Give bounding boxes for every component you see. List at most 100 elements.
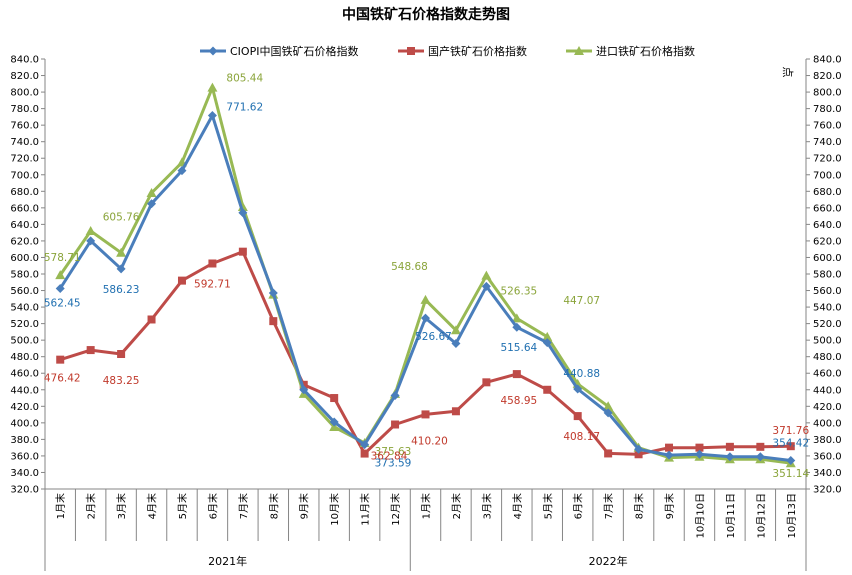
data-point-triangle: [85, 226, 96, 235]
data-label: 586.23: [103, 284, 140, 296]
y-tick-label-right: 420.0: [813, 402, 842, 413]
y-tick-label-right: 400.0: [813, 418, 842, 429]
y-tick-label-left: 440.0: [10, 385, 39, 396]
data-point-diamond: [451, 338, 461, 348]
y-tick-label-left: 660.0: [10, 203, 39, 214]
y-tick-label-right: 740.0: [813, 137, 842, 148]
x-tick-label: 2月末: [450, 493, 463, 519]
y-tick-label-right: 820.0: [813, 71, 842, 82]
data-label: 771.62: [226, 102, 263, 114]
y-tick-label-right: 580.0: [813, 270, 842, 281]
data-label: 562.45: [44, 298, 81, 310]
y-tick-label-right: 320.0: [813, 485, 842, 496]
y-tick-label-left: 500.0: [10, 336, 39, 347]
y-tick-label-left: 580.0: [10, 270, 39, 281]
x-tick-label: 3月末: [480, 493, 493, 519]
data-point-square: [407, 47, 415, 55]
data-point-triangle: [542, 331, 553, 341]
axes: 点 320.0 320.0 340.0 340.0 360.0 360.0 380.0 380…: [10, 55, 842, 571]
data-label: 351.14: [772, 468, 809, 480]
x-tick-label: 7月末: [602, 493, 615, 519]
data-label: 458.95: [500, 395, 537, 407]
data-point-diamond: [603, 408, 613, 418]
y-tick-label-left: 340.0: [10, 468, 39, 479]
data-label: 408.17: [563, 431, 600, 443]
data-label: 373.59: [375, 458, 412, 470]
y-tick-label-left: 540.0: [10, 303, 39, 314]
data-label: 483.25: [103, 375, 140, 387]
data-point-square: [573, 412, 582, 421]
y-tick-label-left: 620.0: [10, 236, 39, 247]
x-tick-label: 4月末: [511, 493, 524, 519]
data-point-diamond: [177, 166, 187, 176]
x-tick-label: 6月末: [206, 493, 219, 519]
data-label: 578.71: [44, 252, 81, 264]
data-point-triangle: [450, 325, 461, 335]
x-tick-label: 7月末: [237, 493, 250, 519]
y-tick-label-right: 660.0: [813, 203, 842, 214]
y-tick-label-left: 600.0: [10, 253, 39, 264]
y-tick-label-left: 800.0: [10, 88, 39, 99]
data-point-triangle: [55, 270, 66, 280]
y-tick-label-left: 760.0: [10, 121, 39, 132]
y-tick-label-right: 760.0: [813, 121, 842, 132]
data-point-diamond: [208, 46, 218, 56]
data-point-triangle: [511, 313, 522, 323]
data-label: 605.76: [103, 212, 140, 224]
data-point-diamond: [360, 440, 370, 450]
series-imported: [55, 82, 796, 468]
x-tick-label: 10月13日: [786, 493, 798, 538]
y-tick-label-right: 840.0: [813, 55, 842, 66]
data-label: 375.63: [375, 446, 412, 458]
data-point-square: [665, 443, 674, 452]
data-point-diamond: [512, 322, 522, 332]
legend-item: CIOPI中国铁矿石价格指数: [200, 44, 358, 58]
legend-label: CIOPI中国铁矿石价格指数: [230, 44, 358, 58]
data-point-diamond: [725, 452, 735, 462]
data-label: 440.88: [563, 368, 600, 380]
x-tick-label: 9月末: [663, 493, 676, 519]
x-tick-label: 6月末: [572, 493, 585, 519]
chart-title: 中国铁矿石价格指数走势图: [342, 6, 510, 23]
data-point-diamond: [634, 444, 644, 454]
y-tick-label-left: 780.0: [10, 104, 39, 115]
y-tick-label-left: 480.0: [10, 352, 39, 363]
data-point-diamond: [329, 417, 339, 427]
data-point-square: [330, 394, 339, 403]
y-tick-label-left: 380.0: [10, 435, 39, 446]
y-tick-label-left: 560.0: [10, 286, 39, 297]
right-axis-unit: 点: [781, 67, 794, 78]
data-point-square: [391, 420, 400, 429]
y-tick-label-left: 740.0: [10, 137, 39, 148]
legend: CIOPI中国铁矿石价格指数 国产铁矿石价格指数 进口铁矿石价格指数: [200, 44, 695, 58]
y-tick-label-right: 700.0: [813, 170, 842, 181]
x-tick-label: 11月末: [359, 493, 372, 526]
series-line: [58, 86, 791, 465]
y-tick-label-right: 620.0: [813, 236, 842, 247]
y-tick-label-right: 360.0: [813, 451, 842, 462]
legend-item: 国产铁矿石价格指数: [398, 44, 527, 58]
y-tick-label-right: 780.0: [813, 104, 842, 115]
data-point-diamond: [207, 111, 217, 121]
y-tick-label-right: 440.0: [813, 385, 842, 396]
data-point-square: [269, 317, 278, 326]
data-point-square: [695, 443, 704, 452]
data-point-diamond: [664, 450, 674, 460]
year-label: 2022年: [589, 554, 628, 568]
data-label: 354.42: [772, 438, 809, 450]
y-tick-label-left: 420.0: [10, 402, 39, 413]
data-point-triangle: [603, 401, 614, 411]
x-tick-label: 10月10日: [694, 493, 706, 538]
data-point-triangle: [420, 294, 431, 304]
y-tick-label-right: 640.0: [813, 220, 842, 231]
y-tick-label-left: 680.0: [10, 187, 39, 198]
x-tick-label: 12月末: [389, 493, 402, 526]
data-label: 526.67: [415, 331, 452, 343]
y-tick-label-left: 360.0: [10, 451, 39, 462]
data-point-square: [117, 350, 126, 359]
data-point-triangle: [116, 247, 127, 257]
y-tick-label-left: 640.0: [10, 220, 39, 231]
y-tick-label-left: 820.0: [10, 71, 39, 82]
